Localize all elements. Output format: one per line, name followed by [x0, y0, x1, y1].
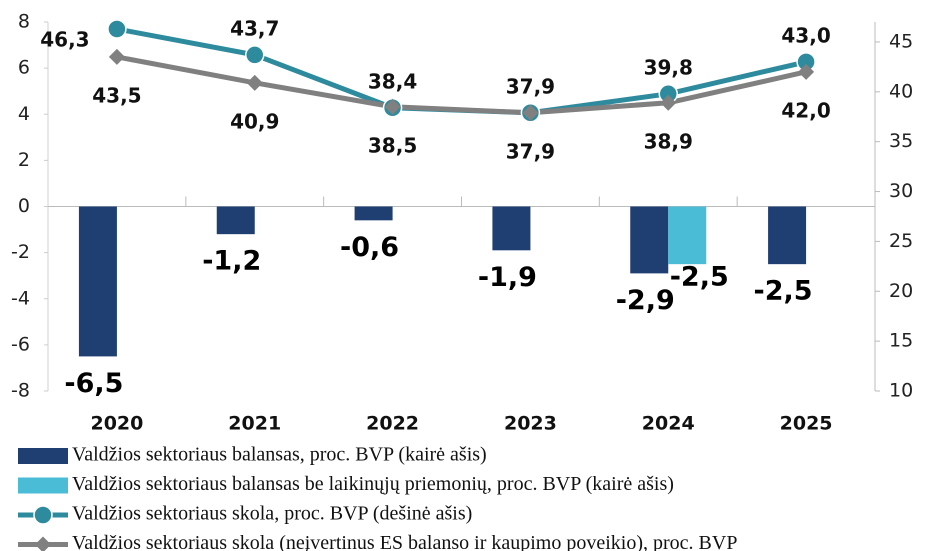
y-tick-label: -8 [11, 380, 30, 402]
line-label: 38,9 [644, 129, 693, 153]
x-tick-label: 2023 [504, 413, 557, 435]
line [116, 54, 807, 116]
marker [660, 94, 677, 111]
line-label: 37,9 [506, 74, 555, 98]
line-label: 43,5 [92, 83, 141, 107]
y2-tick-label: 25 [889, 230, 913, 252]
legend-swatch [18, 448, 68, 464]
bar-label: -6,5 [64, 368, 123, 399]
marker [245, 45, 265, 65]
line-label: 38,4 [368, 69, 417, 93]
y2-tick-label: 40 [889, 80, 913, 102]
line [116, 26, 807, 116]
line-label: 42,0 [781, 98, 830, 122]
legend-marker [35, 536, 51, 551]
legend-swatch [18, 477, 68, 494]
y-tick-label: 2 [18, 149, 30, 171]
legend-label: Valdžios sektoriaus balansas be laikinųj… [72, 473, 674, 495]
y-tick-label: 6 [18, 57, 30, 79]
bar-label: -2,5 [754, 276, 813, 307]
legend-label: Valdžios sektoriaus skola, proc. BVP (de… [72, 503, 472, 525]
y-tick-label: -4 [11, 287, 30, 309]
bar-label: -1,2 [202, 246, 261, 277]
bar-label: -1,9 [478, 262, 537, 293]
marker [522, 104, 539, 121]
bar [668, 206, 707, 265]
bar-label: -2,9 [616, 285, 675, 316]
bar [768, 206, 807, 265]
line-label: 43,0 [781, 23, 830, 47]
line-label: 46,3 [40, 27, 89, 51]
x-tick-label: 2021 [228, 413, 281, 435]
line-label: 40,9 [230, 109, 279, 133]
bar-label: -2,5 [670, 262, 729, 293]
bar [354, 206, 393, 221]
y2-tick-label: 30 [889, 180, 913, 202]
x-tick-label: 2024 [642, 413, 695, 435]
y2-tick-label: 20 [889, 280, 913, 302]
marker [108, 48, 125, 65]
bar-label: -0,6 [340, 232, 399, 263]
x-tick-label: 2020 [90, 413, 143, 435]
bar [216, 206, 255, 235]
y2-tick-label: 10 [889, 380, 913, 402]
y-tick-label: 4 [18, 103, 30, 125]
x-tick-label: 2025 [780, 413, 833, 435]
y2-tick-label: 35 [889, 130, 913, 152]
marker [107, 19, 127, 39]
y-tick-label: 8 [18, 11, 30, 33]
x-tick-label: 2022 [366, 413, 419, 435]
line-label: 37,9 [506, 139, 555, 163]
line-label: 43,7 [230, 16, 279, 40]
y-tick-label: -2 [11, 241, 30, 263]
bar [492, 206, 531, 251]
line-label: 39,8 [644, 55, 693, 79]
y2-tick-label: 45 [889, 30, 913, 52]
y-tick-label: 0 [18, 195, 30, 217]
legend-label: Valdžios sektoriaus balansas, proc. BVP … [72, 444, 487, 466]
bar [78, 206, 117, 357]
y-tick-label: -6 [11, 333, 30, 355]
y2-tick-label: 15 [889, 330, 913, 352]
bar [630, 206, 669, 274]
marker [246, 74, 263, 91]
marker [798, 63, 815, 80]
line-label: 38,5 [368, 133, 417, 157]
legend-label: Valdžios sektoriaus skola (neįvertinus E… [72, 532, 737, 551]
marker [384, 98, 401, 115]
legend-marker [33, 505, 53, 525]
